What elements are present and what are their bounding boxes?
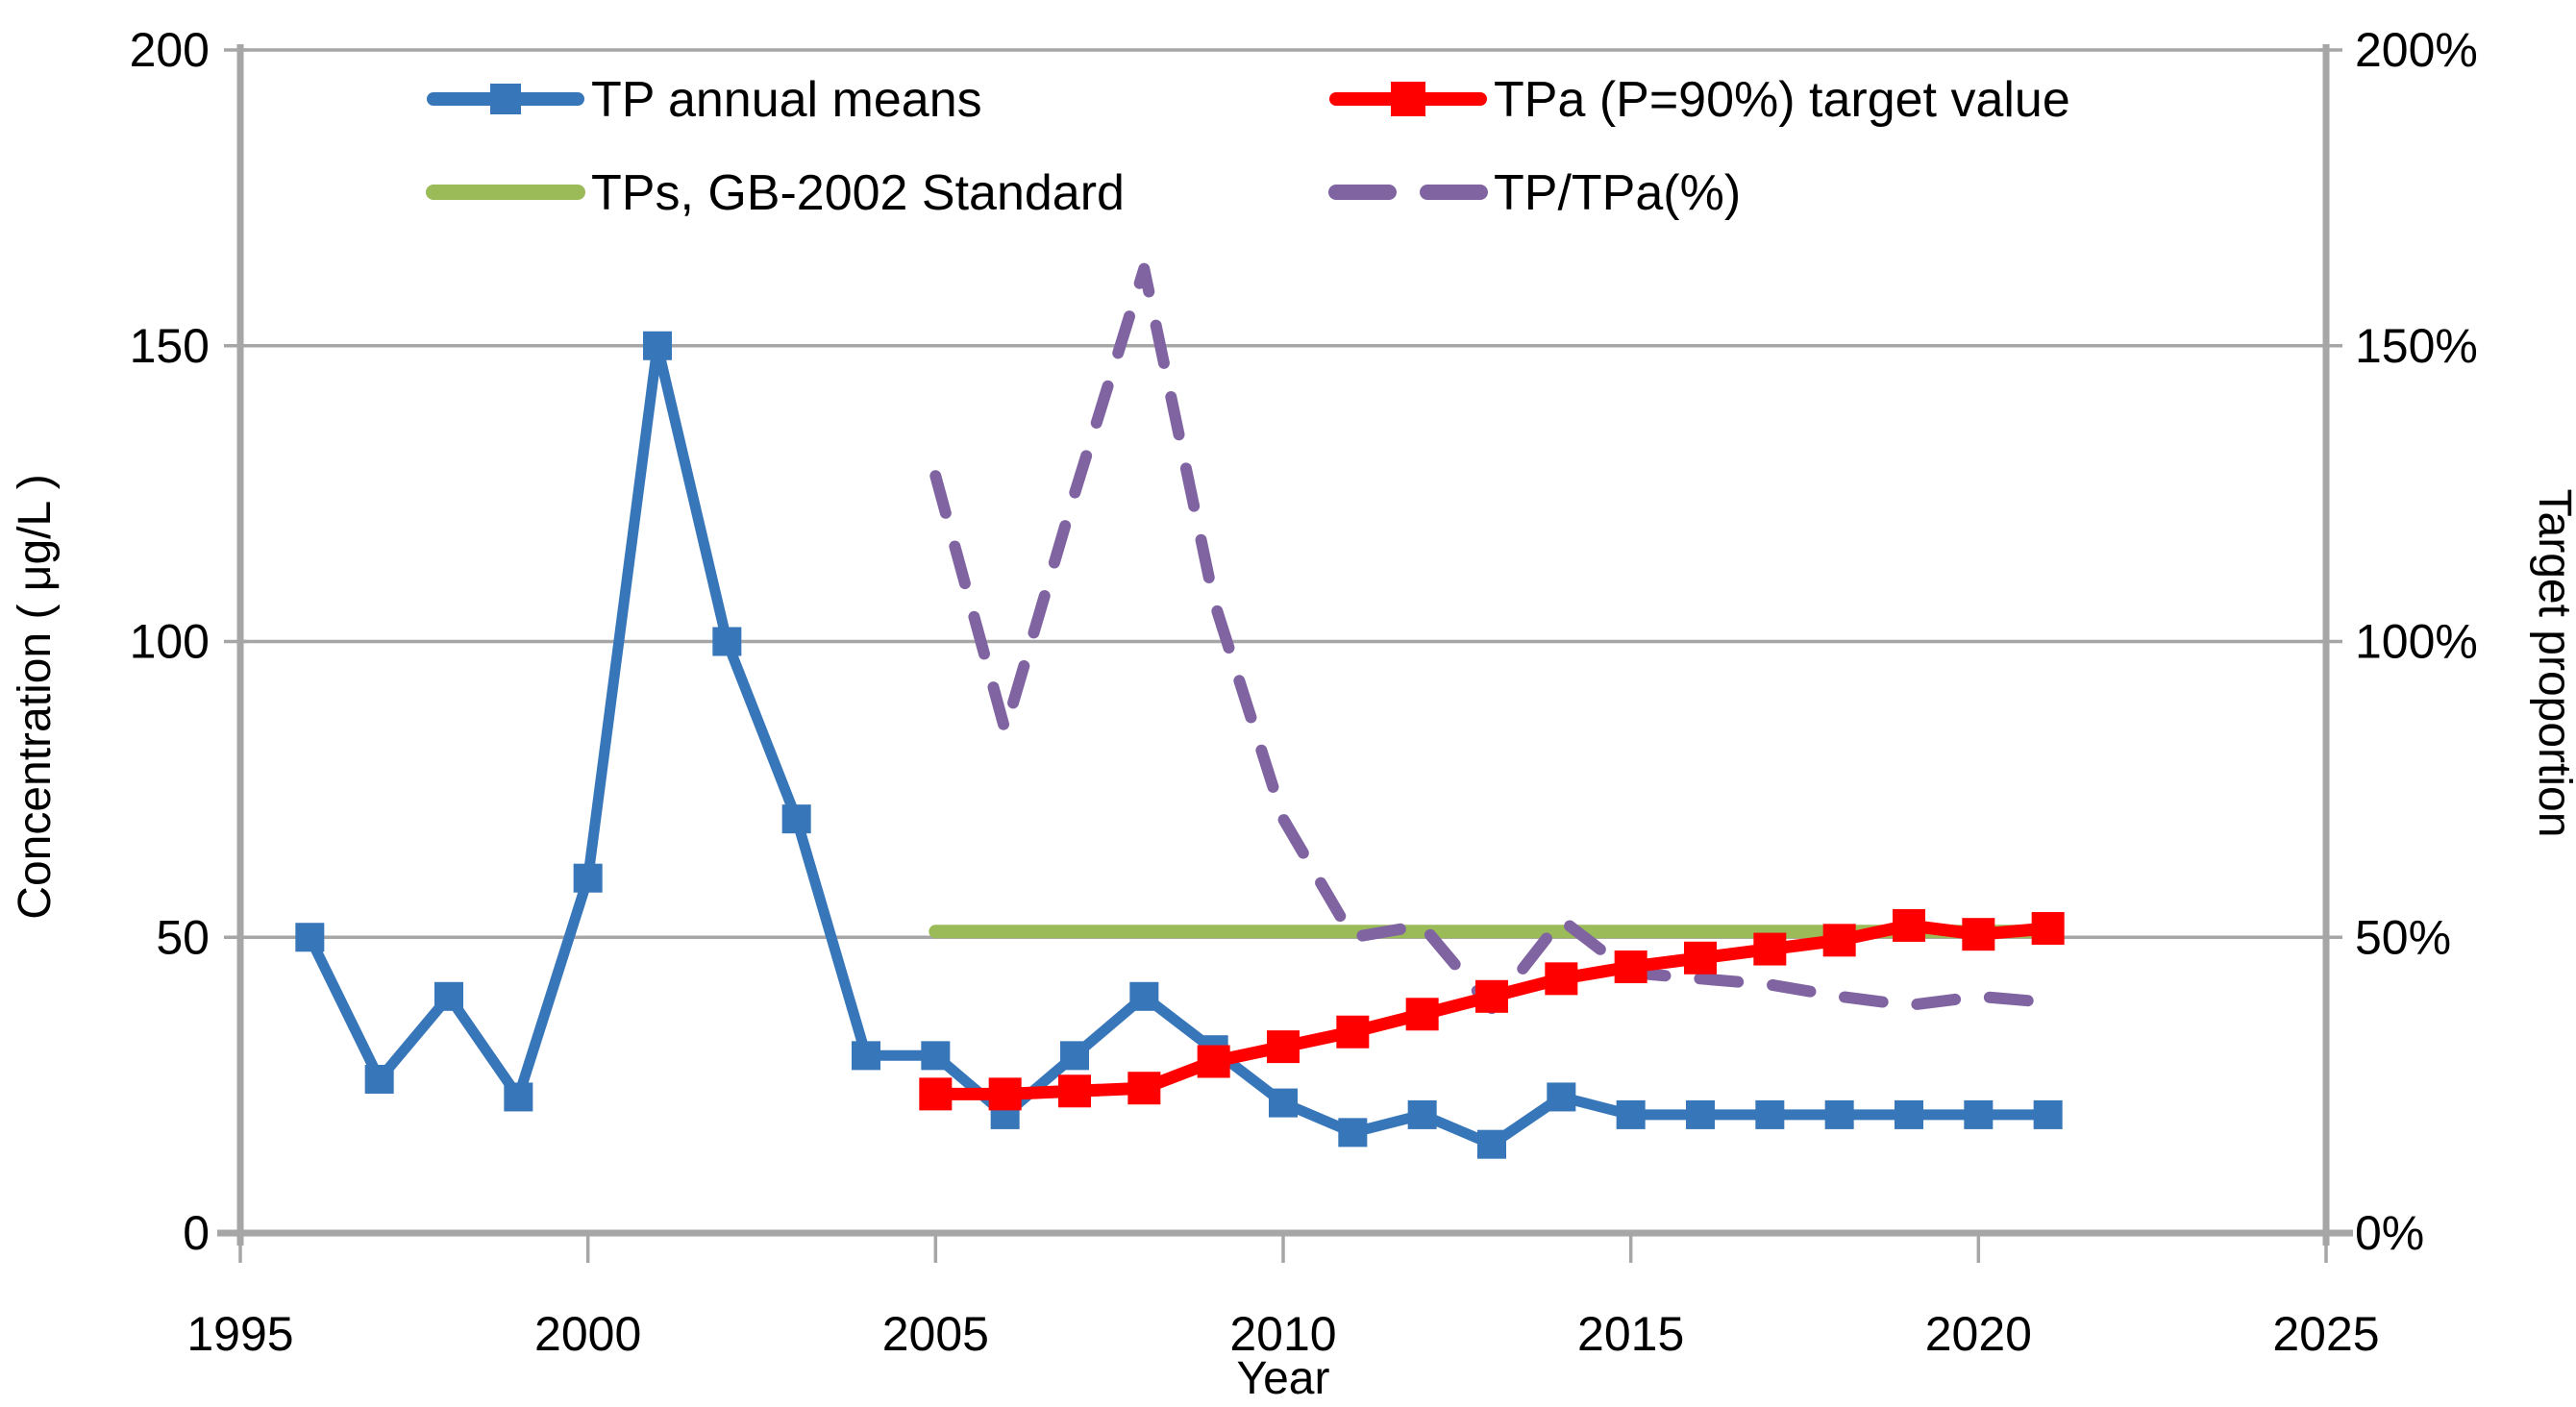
series-marker	[2031, 912, 2065, 946]
series-marker	[1822, 924, 1856, 957]
y-tick-label-right: 100%	[2355, 615, 2478, 669]
legend-label: TPs, GB-2002 Standard	[591, 165, 1125, 221]
series-marker	[1405, 998, 1439, 1031]
axes	[217, 44, 2353, 1263]
legend-label: TP/TPa(%)	[1494, 165, 1741, 221]
y-tick-label-right: 0%	[2355, 1206, 2424, 1260]
series-marker	[1267, 1030, 1300, 1064]
y-tick-label-left: 200	[130, 23, 210, 77]
y-tick-label-left: 50	[156, 910, 210, 964]
series-marker	[434, 981, 463, 1011]
series-marker	[2033, 1099, 2063, 1129]
x-tick-label: 2015	[1577, 1307, 1684, 1361]
series-marker	[295, 923, 325, 952]
x-tick-label: 1995	[186, 1307, 293, 1361]
legend-sample-marker	[1391, 82, 1425, 116]
x-tick-label: 2020	[1925, 1307, 2032, 1361]
series-marker	[1824, 1099, 1854, 1129]
y-tick-label-right: 150%	[2355, 319, 2478, 373]
series-marker	[1475, 979, 1508, 1013]
series-marker	[1060, 1041, 1089, 1071]
series-line-tp	[304, 340, 2054, 1150]
series-marker	[1614, 950, 1647, 984]
x-tick-label: 2005	[882, 1307, 989, 1361]
data-series	[295, 262, 2065, 1159]
series-marker	[1058, 1074, 1091, 1108]
left-axis-title: Concentration ( μg/L )	[10, 474, 61, 919]
series-marker	[1753, 932, 1787, 966]
legend-label: TP annual means	[591, 72, 982, 128]
legend-sample-marker	[490, 84, 521, 114]
series-marker	[1338, 1118, 1368, 1148]
series-line-tp-tpa-ratio	[929, 262, 2054, 1015]
series-marker	[1962, 918, 1995, 951]
y-tick-label-right: 50%	[2355, 910, 2451, 964]
y-tick-label-right: 200%	[2355, 23, 2478, 77]
series-marker	[573, 863, 603, 893]
series-marker	[1964, 1099, 1994, 1129]
y-tick-label-left: 0	[183, 1206, 210, 1260]
series-marker	[1477, 1129, 1506, 1159]
series-marker	[1755, 1099, 1785, 1129]
x-tick-label: 2000	[534, 1307, 641, 1361]
series-marker	[643, 331, 672, 360]
series-marker	[781, 804, 811, 834]
x-tick-label: 2025	[2272, 1307, 2379, 1361]
series-marker	[1616, 1099, 1646, 1129]
series-marker	[852, 1041, 880, 1071]
series-marker	[1686, 1099, 1715, 1129]
right-axis-title: Target proportion	[2529, 489, 2576, 838]
y-tick-label-left: 100	[130, 615, 210, 669]
tick-labels: 0 50 100 150 200 0% 50% 100% 150% 200% 1995 2000 200…	[130, 23, 2478, 1361]
x-tick-label: 2010	[1229, 1307, 1336, 1361]
series-marker	[504, 1082, 533, 1112]
series-marker	[1684, 941, 1717, 975]
gridlines	[240, 48, 2326, 939]
legend-label: TPa (P=90%) target value	[1494, 72, 2070, 128]
series-marker	[712, 627, 742, 656]
series-marker	[919, 1077, 953, 1111]
series-marker	[1269, 1088, 1298, 1118]
series-marker	[1197, 1045, 1230, 1078]
series-marker	[364, 1064, 394, 1094]
legend: TP annual means TPa (P=90%) target value T…	[426, 72, 2070, 221]
x-axis-title: Year	[1237, 1353, 1330, 1404]
series-marker	[1893, 908, 1925, 942]
y-tick-label-left: 150	[130, 319, 210, 373]
series-marker	[988, 1077, 1022, 1111]
series-marker	[1895, 1099, 1923, 1129]
series-marker	[1547, 1082, 1576, 1112]
series-marker	[1336, 1015, 1370, 1049]
series-marker	[1545, 962, 1578, 996]
series-marker	[1127, 1072, 1161, 1105]
series-marker	[1129, 981, 1159, 1011]
series-marker	[1407, 1099, 1437, 1129]
series-marker	[921, 1041, 951, 1071]
